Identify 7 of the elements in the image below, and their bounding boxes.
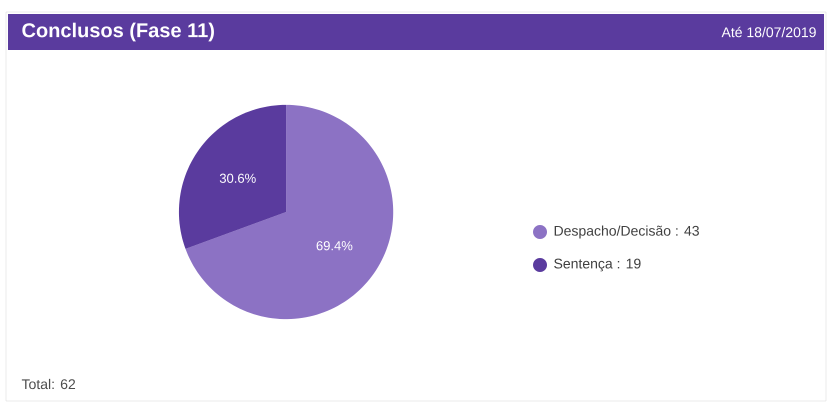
data-label: 30.6% bbox=[220, 174, 256, 183]
legend-label: Despacho/Decisão : 43 bbox=[554, 225, 699, 239]
text: Total: 62 bbox=[22, 378, 76, 390]
text: Até 18/07/2019 bbox=[722, 26, 816, 38]
chart-title: Conclusos (Fase 11) bbox=[22, 22, 214, 42]
legend-label: Sentença : 19 bbox=[554, 258, 641, 272]
data-label: 69.4% bbox=[316, 241, 352, 250]
